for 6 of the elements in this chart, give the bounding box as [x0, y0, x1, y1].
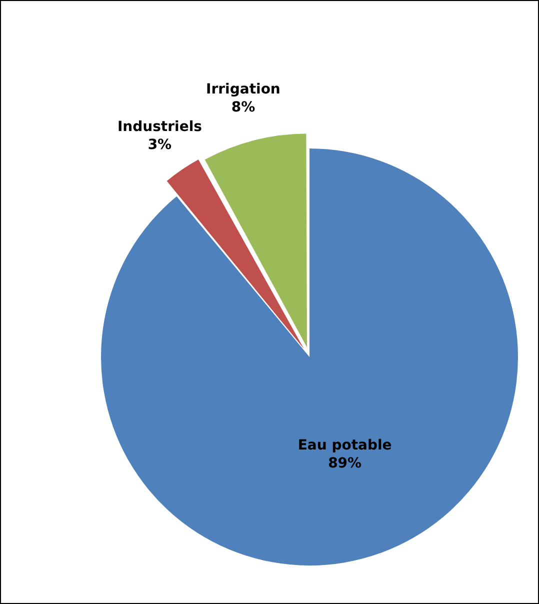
slice-label: Industriels — [117, 119, 202, 136]
slice-label: Eau potable — [298, 438, 392, 454]
slice-label: Irrigation — [206, 82, 280, 98]
data-label: 3% — [148, 137, 172, 154]
data-label: 89% — [328, 456, 362, 472]
data-label: 8% — [231, 100, 256, 116]
